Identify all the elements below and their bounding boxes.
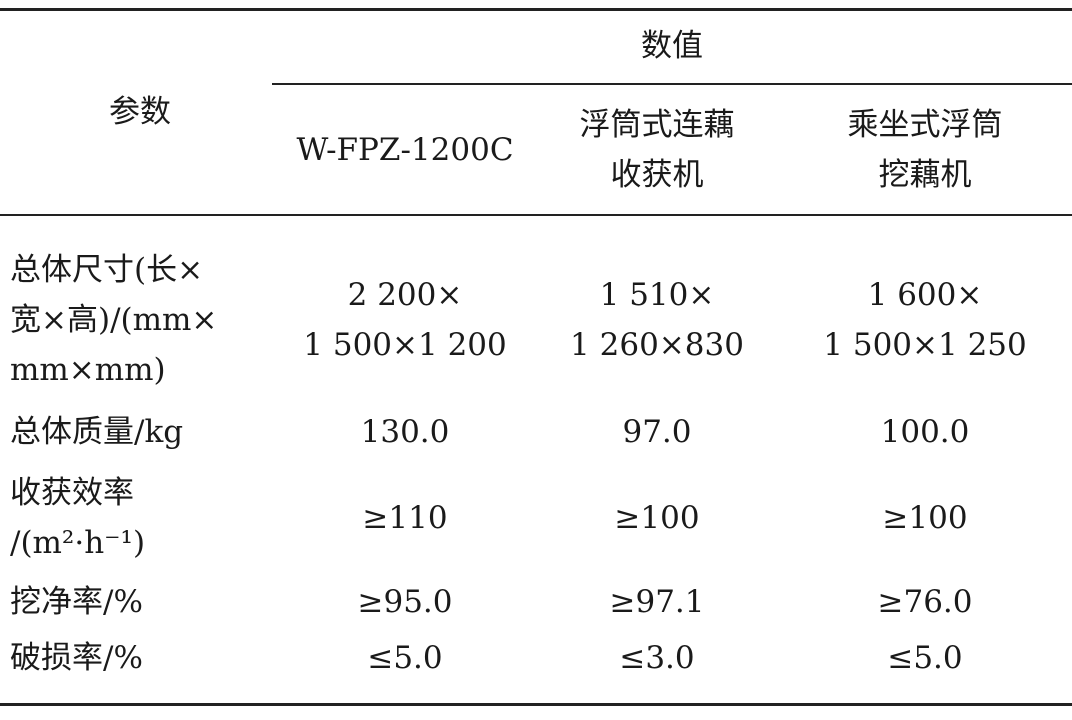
cell-value: ≥100 (882, 500, 968, 536)
group-header: 数值 (641, 28, 703, 64)
cell-value: 1 600× (867, 277, 983, 313)
column-header: 浮筒式连藕 (579, 107, 735, 143)
cell-value: ≤5.0 (887, 640, 963, 676)
column-header: 乘坐式浮筒 (847, 107, 1003, 143)
cell-value: 1 260×830 (570, 327, 744, 363)
cell-value: 130.0 (360, 414, 450, 450)
cell-value: 97.0 (622, 414, 692, 450)
cell-value: 100.0 (880, 414, 970, 450)
cell-value: ≥76.0 (877, 584, 973, 620)
column-header: 收获机 (610, 157, 704, 193)
cell-value: 1 500×1 200 (303, 327, 507, 363)
top-rule (0, 8, 1072, 11)
cell-value: 1 510× (599, 277, 715, 313)
row-label: 收获效率 (10, 475, 134, 511)
row-label: mm×mm) (10, 352, 166, 388)
column-header: W-FPZ-1200C (296, 132, 514, 168)
cell-value: ≥110 (362, 500, 448, 536)
cell-value: ≤5.0 (367, 640, 443, 676)
row-label: /(m²·h⁻¹) (10, 525, 146, 561)
bottom-rule (0, 703, 1072, 706)
cell-value: ≥95.0 (357, 584, 453, 620)
header-rule (0, 214, 1072, 216)
cell-value: ≤3.0 (619, 640, 695, 676)
row-label: 挖净率/% (10, 584, 143, 620)
row-label: 破损率/% (10, 640, 143, 676)
cell-value: 2 200× (347, 277, 463, 313)
param-header: 参数 (109, 94, 171, 130)
cell-value: 1 500×1 250 (823, 327, 1027, 363)
row-label: 总体尺寸(长× (10, 252, 204, 288)
cell-value: ≥100 (614, 500, 700, 536)
column-header: 挖藕机 (878, 157, 972, 193)
row-label: 总体质量/kg (10, 414, 184, 450)
cell-value: ≥97.1 (609, 584, 705, 620)
row-label: 宽×高)/(mm× (10, 302, 218, 338)
group-rule (272, 83, 1072, 85)
